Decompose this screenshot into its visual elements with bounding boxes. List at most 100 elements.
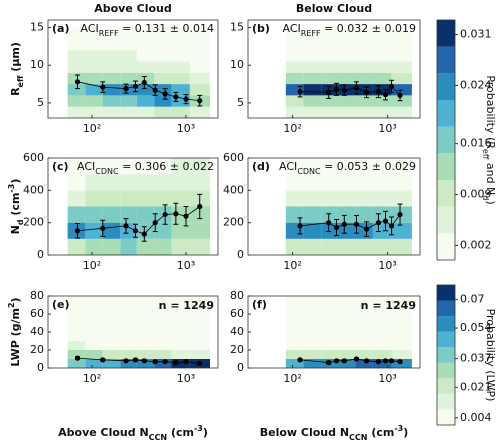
heatmap-cell bbox=[136, 61, 155, 73]
panel-label: (d) bbox=[252, 160, 270, 173]
heatmap-cell bbox=[67, 61, 86, 73]
heatmap-cell bbox=[136, 27, 155, 39]
annotation-part: ACI bbox=[279, 160, 297, 173]
heatmap-cell bbox=[337, 190, 356, 207]
heatmap-cell bbox=[189, 27, 210, 39]
x-tick-label: 10³ bbox=[378, 372, 396, 385]
colorbar-level bbox=[437, 378, 455, 394]
heatmap-cell bbox=[85, 206, 103, 223]
heatmap-cell bbox=[355, 350, 373, 359]
mean-point bbox=[341, 358, 347, 364]
heatmap-cell bbox=[321, 305, 338, 314]
heatmap-cell bbox=[67, 174, 86, 191]
x-axis-label: Below Cloud NCCN (cm-3) bbox=[260, 424, 409, 442]
heatmap-cell bbox=[285, 350, 304, 359]
heatmap-cell bbox=[337, 158, 356, 175]
heatmap-cell bbox=[391, 38, 412, 51]
heatmap-cell bbox=[120, 38, 137, 51]
annotation-part: REFF bbox=[301, 29, 321, 38]
heatmap-cell bbox=[120, 314, 137, 323]
y-axis-label-part: R bbox=[9, 87, 22, 96]
heatmap-cell bbox=[120, 158, 137, 175]
plot-frame bbox=[47, 19, 219, 119]
x-axis-label-part: Above Cloud N bbox=[58, 426, 149, 439]
annotation-part: = 0.032 ± 0.019 bbox=[321, 22, 416, 35]
mean-point bbox=[197, 98, 203, 104]
heatmap-cell bbox=[67, 206, 86, 223]
heatmap-cell bbox=[321, 190, 338, 207]
heatmap-cell bbox=[189, 341, 210, 350]
mean-point bbox=[173, 360, 179, 366]
y-tick-label: 600 bbox=[23, 151, 44, 164]
heatmap-cell bbox=[303, 61, 322, 73]
heatmap-cell bbox=[372, 296, 392, 305]
y-tick-label: 80 bbox=[30, 289, 44, 302]
heatmap-cell bbox=[391, 332, 412, 341]
mean-point bbox=[162, 211, 168, 218]
heatmap-cell bbox=[154, 222, 172, 239]
heatmap-cell bbox=[303, 158, 322, 175]
heatmap-cell bbox=[355, 332, 373, 341]
heatmap-cell bbox=[372, 95, 392, 107]
heatmap-cell bbox=[285, 359, 304, 368]
heatmap-cell bbox=[372, 50, 392, 62]
heatmap-cell bbox=[102, 72, 121, 85]
mean-point bbox=[132, 357, 139, 363]
y-axis-label: Reff (μm) bbox=[9, 42, 25, 96]
annotation: ACICDNC = 0.306 ± 0.022 bbox=[77, 160, 214, 176]
colorbar-title-part: Probability (R bbox=[484, 75, 497, 149]
x-tick-label: 10³ bbox=[378, 259, 396, 272]
heatmap-cell bbox=[321, 222, 338, 239]
column-title: Below Cloud bbox=[296, 2, 372, 15]
heatmap-cell bbox=[120, 106, 137, 118]
y-axis-label-part: (μm) bbox=[9, 42, 22, 75]
heatmap-cell bbox=[102, 238, 121, 255]
heatmap-cell bbox=[67, 314, 86, 323]
heatmap-cell bbox=[285, 95, 304, 107]
heatmap-cell bbox=[372, 341, 392, 350]
heatmap-cell bbox=[154, 95, 172, 107]
heatmap-cell bbox=[321, 314, 338, 323]
y-tick-label: 5 bbox=[237, 96, 244, 109]
heatmap-cell bbox=[102, 38, 121, 51]
x-tick-label: 10³ bbox=[177, 372, 195, 385]
x-tick-label: 10² bbox=[83, 372, 101, 385]
heatmap-cell bbox=[337, 238, 356, 255]
mean-line bbox=[300, 358, 401, 364]
heatmap-cell bbox=[337, 38, 356, 51]
x-tick-label: 10² bbox=[83, 122, 101, 135]
y-tick-label: 0 bbox=[37, 248, 44, 261]
mean-point bbox=[326, 89, 332, 95]
heatmap-cell bbox=[154, 84, 172, 96]
heatmap-cell bbox=[337, 359, 356, 368]
y-tick-label: 600 bbox=[223, 151, 244, 164]
heatmap-cell bbox=[136, 296, 155, 305]
mean-point bbox=[173, 94, 179, 100]
heatmap-cell bbox=[189, 61, 210, 73]
mean-point bbox=[162, 359, 168, 365]
heatmap-cell bbox=[321, 174, 338, 191]
heatmap-cell bbox=[337, 95, 356, 107]
mean-point bbox=[152, 359, 158, 365]
mean-point bbox=[141, 231, 147, 237]
y-tick-label: 40 bbox=[30, 325, 44, 338]
heatmap-cell bbox=[285, 72, 304, 85]
heatmap-cell bbox=[391, 222, 412, 239]
heatmap-cell bbox=[285, 158, 304, 175]
heatmap-cell bbox=[154, 50, 172, 62]
heatmap-cell bbox=[120, 238, 137, 255]
heatmap-cell bbox=[154, 38, 172, 51]
heatmap-cell bbox=[372, 359, 392, 368]
heatmap-cell bbox=[102, 61, 121, 73]
heatmap-cell bbox=[136, 190, 155, 207]
heatmap-cell bbox=[67, 323, 86, 332]
heatmap-cell bbox=[67, 72, 86, 85]
heatmap-cell bbox=[136, 158, 155, 175]
x-tick-label: 10³ bbox=[177, 122, 195, 135]
mean-point bbox=[353, 221, 360, 227]
mean-point bbox=[375, 220, 382, 226]
colorbar-title: Probability (LWP) bbox=[484, 309, 497, 402]
x-tick-label: 10² bbox=[283, 122, 301, 135]
heatmap-cell bbox=[154, 190, 172, 207]
heatmap-cell bbox=[355, 61, 373, 73]
